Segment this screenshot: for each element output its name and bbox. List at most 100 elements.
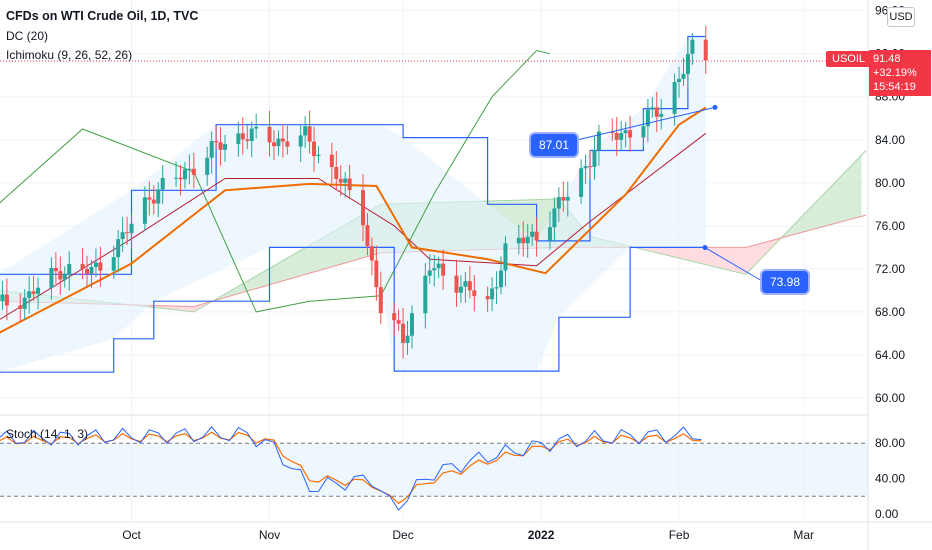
candle-body: [369, 246, 374, 261]
candle-body: [267, 126, 272, 143]
candle-body: [534, 231, 539, 241]
candle-body: [654, 107, 659, 117]
time-tick-label: 2022: [528, 528, 555, 542]
candle-body: [441, 263, 446, 276]
candle-body: [547, 227, 552, 241]
currency-button[interactable]: USD: [887, 7, 915, 27]
candle-body: [334, 167, 339, 179]
candle-body: [396, 320, 401, 324]
cloud-segment: [834, 173, 844, 224]
candle-body: [650, 107, 655, 110]
price-badge: 91.48 +32.19% 15:54:19: [869, 50, 931, 96]
callout-upper[interactable]: 87.01: [531, 134, 578, 156]
candle-body: [98, 262, 103, 271]
candle-body: [156, 189, 161, 204]
candle-body: [116, 239, 121, 258]
candle-body: [690, 39, 695, 54]
candle-body: [623, 130, 628, 134]
candle-body: [365, 225, 370, 247]
candle-body: [80, 263, 85, 269]
candle-body: [401, 323, 406, 343]
cloud-segment: [300, 245, 310, 276]
stoch-d-line: [0, 431, 702, 505]
indicator-lines: [0, 35, 707, 373]
price-tick-label: 64.00: [875, 348, 905, 362]
candle-body: [125, 232, 130, 234]
callout-anchor: [702, 245, 708, 251]
candle-body: [4, 294, 9, 306]
candle-body: [392, 313, 397, 321]
legend-donchian[interactable]: DC (20): [6, 29, 49, 43]
candle-body: [659, 113, 664, 117]
cloud-segment: [692, 247, 702, 264]
candle-body: [436, 263, 441, 269]
candle-body: [85, 268, 90, 274]
candle-body: [641, 126, 646, 138]
callout-lower[interactable]: 73.98: [762, 271, 809, 293]
candle-body: [409, 313, 414, 336]
candle-body: [490, 288, 495, 300]
candle-body: [49, 267, 54, 288]
price-tick-label: 60.00: [875, 391, 905, 405]
candle-body: [31, 291, 36, 294]
candle-body: [347, 178, 352, 191]
candle-body: [191, 168, 196, 175]
price-tick-label: 68.00: [875, 305, 905, 319]
symbol-badge: USOIL: [826, 51, 872, 67]
cloud-segment: [817, 191, 826, 229]
candle-body: [312, 141, 317, 157]
candle-body: [378, 287, 383, 314]
stoch-pane: [0, 426, 868, 511]
price-change: +32.19%: [873, 67, 917, 79]
cloud-segment: [647, 247, 657, 253]
time-tick-label: Nov: [259, 528, 280, 542]
donchian-lower: [0, 246, 706, 373]
time-tick-label: Feb: [669, 528, 690, 542]
callout-anchor: [712, 104, 718, 110]
candle-body: [147, 197, 152, 200]
candle-body: [472, 290, 477, 297]
candle-body: [467, 281, 472, 291]
candle-body: [628, 130, 633, 138]
cloud-segment: [843, 164, 853, 222]
candle-body: [214, 140, 219, 143]
price-tick-label: 80.00: [875, 176, 905, 190]
candle-body: [516, 237, 521, 244]
price-tick-label: 72.00: [875, 262, 905, 276]
cloud-segment: [229, 286, 239, 297]
candle-body: [596, 131, 601, 151]
cloud-segment: [790, 219, 800, 236]
candle-body: [583, 166, 588, 169]
candle-body: [343, 178, 348, 183]
cloud-segment: [701, 247, 711, 266]
candle-body: [458, 286, 463, 293]
candle-body: [672, 82, 677, 114]
candle-body: [307, 126, 312, 142]
candle-body: [93, 262, 98, 267]
time-tick-label: Mar: [793, 528, 814, 542]
stoch-band: [0, 443, 868, 497]
cloud-segment: [763, 240, 773, 256]
candle-body: [53, 267, 58, 272]
cloud-segment: [256, 270, 266, 289]
candle-body: [151, 199, 156, 204]
legend-stoch[interactable]: Stoch (14, 1, 3): [6, 427, 89, 441]
donchian-area: [0, 36, 706, 372]
cloud-segment: [728, 247, 737, 273]
candle-body: [254, 126, 259, 129]
cloud-segment: [238, 281, 248, 294]
price-tick-label: 76.00: [875, 219, 905, 233]
cloud-segment: [273, 260, 283, 284]
legend-ichimoku[interactable]: Ichimoku (9, 26, 52, 26): [6, 48, 133, 62]
candle-body: [619, 133, 624, 140]
price-value: 91.48: [873, 53, 901, 65]
kijun-line: [0, 132, 707, 320]
candle-body: [329, 154, 334, 168]
candles: [0, 25, 708, 359]
cloud-segment: [799, 210, 809, 234]
candle-body: [423, 275, 428, 314]
candle-body: [218, 142, 223, 150]
stoch-tick-label: 80.00: [875, 436, 905, 450]
candle-body: [525, 236, 530, 244]
candle-body: [58, 271, 63, 280]
